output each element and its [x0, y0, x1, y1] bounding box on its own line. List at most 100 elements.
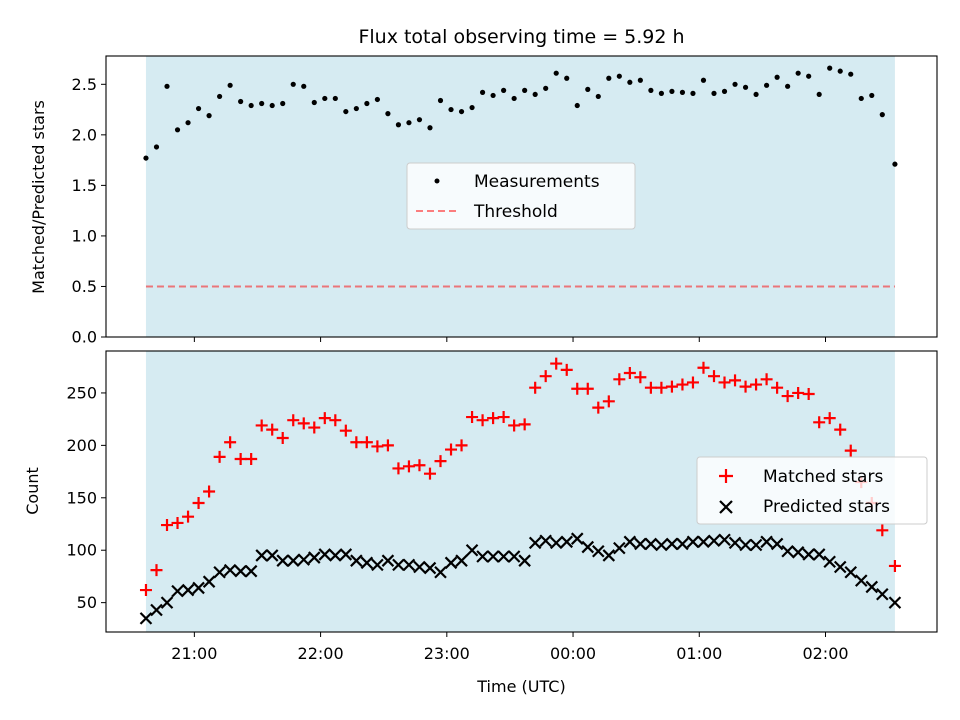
measurements-point	[522, 87, 528, 93]
predicted-stars-point	[339, 548, 353, 561]
bottom-legend: Matched stars Predicted stars	[696, 456, 928, 525]
predicted-stars-point	[371, 558, 384, 572]
predicted-stars-point	[888, 596, 902, 609]
y-tick-label: 250	[66, 383, 97, 402]
y-tick-label: 50	[77, 593, 97, 612]
bottom-plot-frame	[105, 350, 938, 633]
measurements-point	[858, 95, 864, 102]
matched-stars-point	[192, 497, 205, 510]
measurements-point	[301, 83, 307, 89]
predicted-stars-point	[139, 612, 153, 625]
x-tick-label: 01:00	[676, 644, 722, 663]
predicted-stars-point	[318, 548, 332, 561]
bottom-panel: 50 100 150 200 250 21:00 22:00 23:00 00:00 01:00…	[23, 350, 938, 696]
x-tick-label: 21:00	[171, 644, 217, 663]
y-tick-label: 1.5	[72, 176, 97, 195]
predicted-stars-point	[854, 574, 868, 587]
measurements-point	[879, 112, 885, 118]
measurements-point	[785, 83, 791, 89]
top-panel: 0.0 0.5 1.0 1.5 2.0 2.5 Flux total observing …	[29, 26, 938, 347]
matched-stars-point	[613, 373, 626, 386]
measurements-point	[406, 120, 412, 126]
matched-stars-point	[476, 414, 489, 427]
measurements-point	[364, 100, 370, 107]
measurements-point	[185, 120, 191, 126]
legend-label-predicted-stars: Predicted stars	[763, 497, 890, 517]
x-tick-label: 02:00	[802, 644, 848, 663]
predicted-stars-point	[707, 534, 721, 548]
predicted-stars-point	[444, 556, 458, 570]
matched-stars-point	[602, 395, 615, 408]
matched-stars-point	[592, 401, 605, 414]
measurements-point	[700, 77, 707, 83]
measurements-point	[564, 75, 570, 81]
measurements-point	[259, 100, 265, 107]
legend-label-measurements: Measurements	[474, 172, 600, 192]
predicted-stars-point	[592, 544, 605, 558]
measurements-point	[511, 95, 517, 102]
measurements-point	[574, 102, 580, 109]
predicted-stars-point	[844, 565, 858, 579]
predicted-stars-point	[350, 554, 363, 567]
predicted-stars-point	[686, 535, 700, 549]
measurements-point	[280, 100, 286, 107]
bottom-x-axis: 21:00 22:00 23:00 00:00 01:00 02:00	[171, 632, 849, 663]
matched-stars-point	[371, 440, 384, 453]
predicted-stars-point	[728, 536, 742, 550]
predicted-stars-point	[812, 548, 826, 561]
matched-stars-point	[487, 412, 500, 425]
x-tick-label: 22:00	[298, 644, 344, 663]
predicted-stars-point	[718, 533, 731, 547]
measurements-point	[711, 90, 717, 96]
matched-stars-point	[813, 416, 826, 429]
matched-stars-point	[466, 411, 479, 424]
measurements-point	[153, 144, 160, 150]
predicted-stars-point	[234, 564, 247, 578]
matched-stars-point	[823, 412, 836, 425]
x-tick-label: 23:00	[424, 644, 470, 663]
matched-stars-point	[876, 524, 889, 537]
measurements-point	[732, 81, 738, 87]
measurements-point	[490, 92, 496, 99]
predicted-stars-point	[297, 553, 311, 566]
measurements-point	[543, 85, 549, 91]
legend-label-threshold: Threshold	[473, 202, 558, 222]
top-chart-title: Flux total observing time = 5.92 h	[358, 26, 684, 48]
matched-stars-point	[581, 382, 594, 395]
measurements-point	[892, 161, 898, 167]
matched-stars-point	[655, 381, 668, 394]
predicted-stars-point	[865, 580, 879, 594]
matched-stars-point	[729, 374, 742, 387]
bottom-y-axis: 50 100 150 200 250	[66, 383, 106, 612]
predicted-stars-point	[465, 543, 479, 557]
measurements-point	[332, 95, 338, 102]
predicted-stars-point	[833, 560, 847, 574]
measurements-point	[827, 65, 833, 71]
y-tick-label: 200	[66, 436, 97, 455]
matched-stars-point	[718, 376, 731, 389]
predicted-stars-point	[392, 558, 405, 572]
measurements-point	[248, 102, 254, 109]
matched-stars-point	[445, 443, 458, 456]
matched-stars-point	[392, 462, 405, 475]
matched-stars-point	[497, 411, 510, 424]
matched-stars-point	[203, 485, 216, 498]
predicted-stars-point	[276, 554, 289, 567]
matched-stars-point	[760, 373, 773, 386]
y-tick-label: 150	[66, 488, 97, 507]
measurements-point	[553, 70, 559, 76]
measurements-point	[690, 90, 696, 96]
measurements-point	[774, 74, 780, 80]
measurements-point	[416, 117, 423, 123]
matched-stars-point	[360, 436, 373, 449]
matched-stars-point	[318, 412, 331, 425]
predicted-stars-point	[497, 550, 510, 563]
measurements-point	[343, 108, 349, 115]
matched-stars-point	[781, 390, 794, 403]
matched-stars-point	[182, 510, 195, 523]
predicted-stars-point	[676, 537, 689, 551]
measurements-point	[427, 125, 433, 131]
predicted-stars-point	[223, 563, 237, 577]
matched-stars-point	[844, 444, 857, 457]
matched-stars-point	[634, 371, 647, 384]
